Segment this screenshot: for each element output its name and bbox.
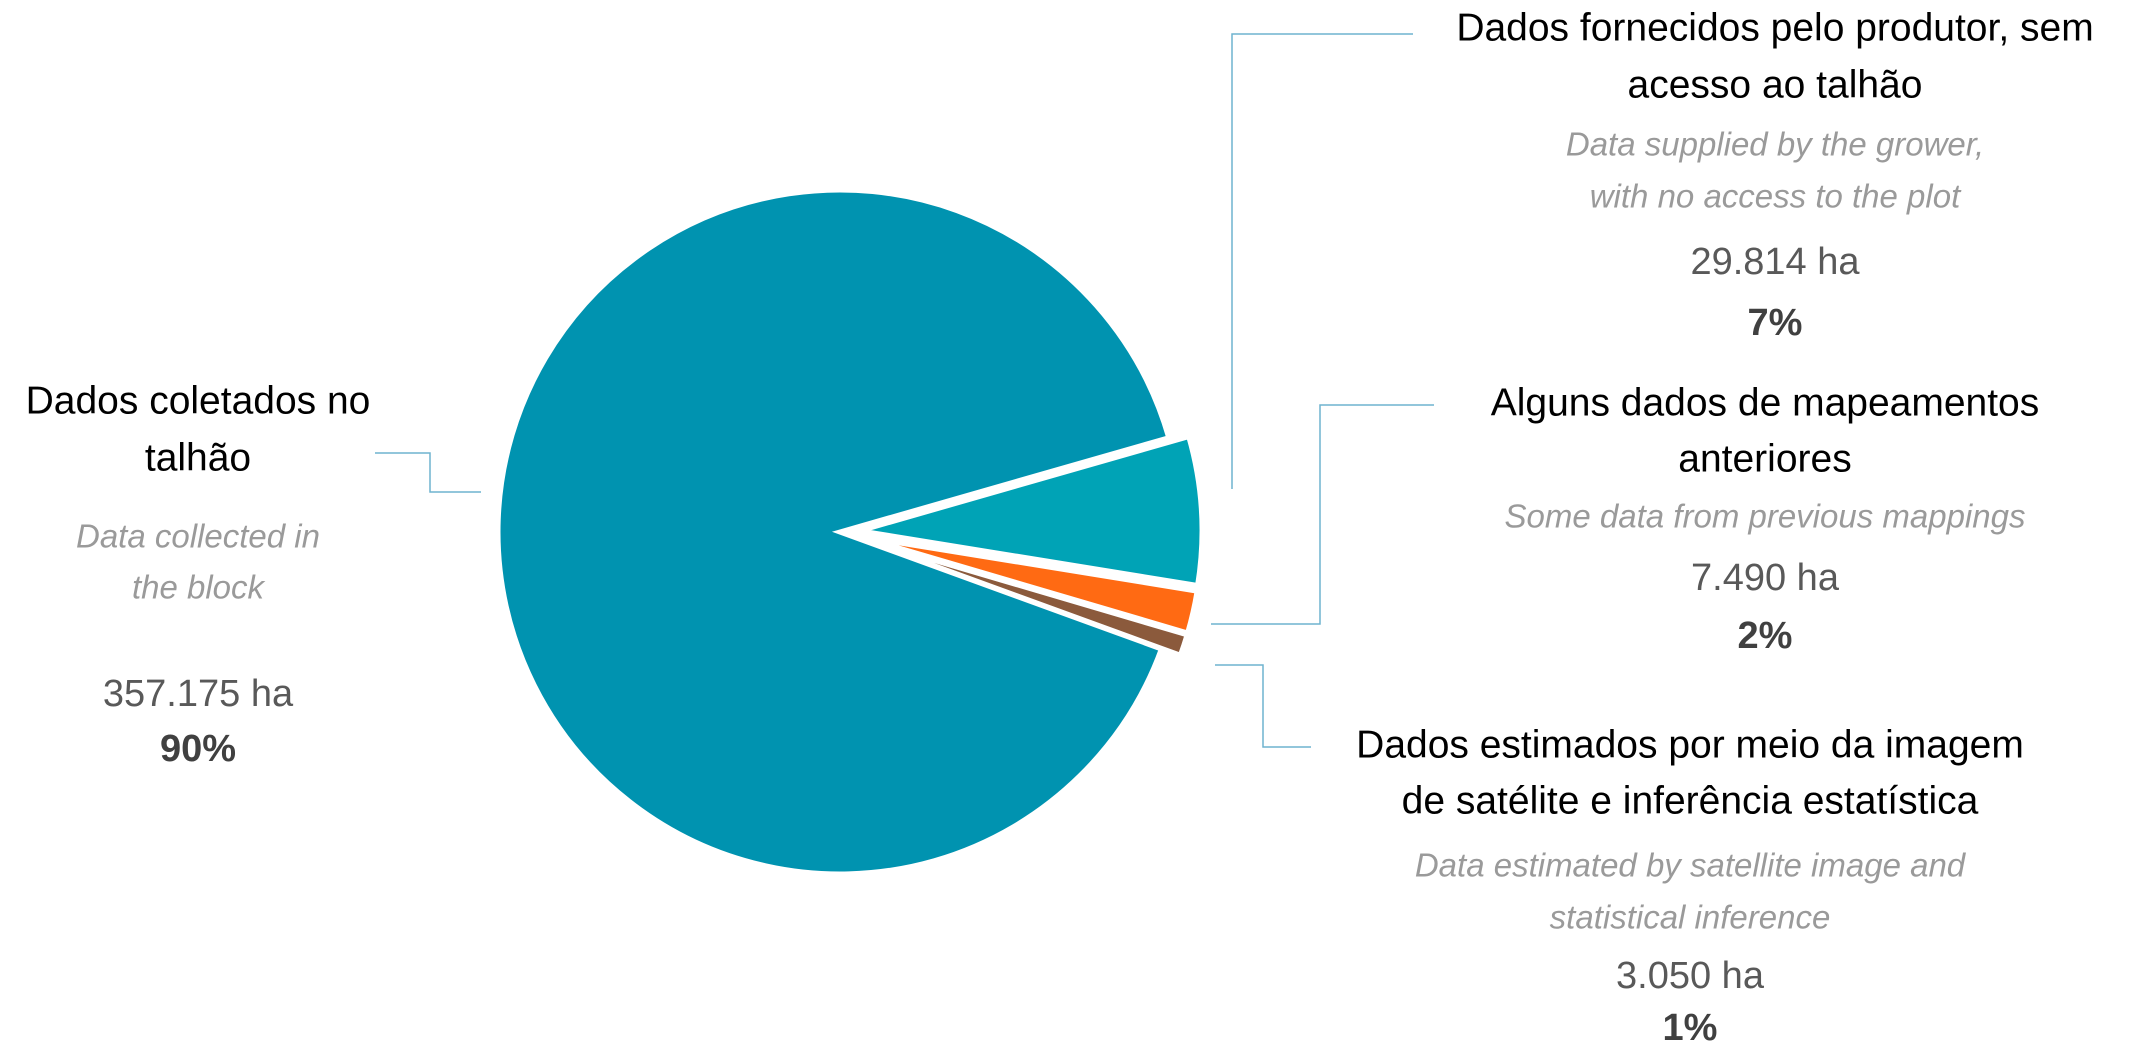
slice-area: 357.175 ha [103, 673, 294, 715]
leader-line [375, 452, 481, 493]
pie-slice [859, 433, 1205, 589]
leader-line [1231, 33, 1413, 489]
slice-subtitle: Some data from previous mappings [1505, 498, 2026, 535]
leader-line [1211, 404, 1434, 625]
slice-subtitle: Data collected in [76, 518, 320, 555]
slice-subtitle: with no access to the plot [1590, 178, 1962, 215]
value-label: 1% [1663, 1007, 1718, 1049]
slice-subtitle: Data supplied by the grower, [1566, 126, 1984, 163]
value-label: 90% [160, 728, 236, 770]
slice-title: acesso ao talhão [1628, 63, 1923, 106]
slice-title: anteriores [1678, 437, 1851, 480]
slice-title: Dados estimados por meio da imagem [1356, 723, 2024, 766]
slice-title: Dados coletados no [26, 379, 371, 422]
slice-title: de satélite e inferência estatística [1402, 779, 1979, 822]
pie-slice [858, 535, 1191, 659]
slice-title: Alguns dados de mapeamentos [1491, 381, 2040, 424]
slice-subtitle: statistical inference [1550, 899, 1831, 936]
slice-area: 3.050 ha [1616, 955, 1765, 997]
slice-title: Dados fornecidos pelo produtor, sem [1456, 6, 2093, 49]
pie-slice [495, 187, 1172, 877]
slice-title: talhão [145, 436, 251, 479]
value-label: 2% [1738, 615, 1793, 657]
value-label: 7% [1748, 302, 1803, 344]
slice-area: 7.490 ha [1691, 557, 1840, 599]
slice-subtitle: Data estimated by satellite image and [1415, 847, 1967, 884]
slice-area: 29.814 ha [1690, 241, 1860, 283]
slice-subtitle: the block [132, 569, 266, 606]
leader-line [1215, 664, 1311, 748]
